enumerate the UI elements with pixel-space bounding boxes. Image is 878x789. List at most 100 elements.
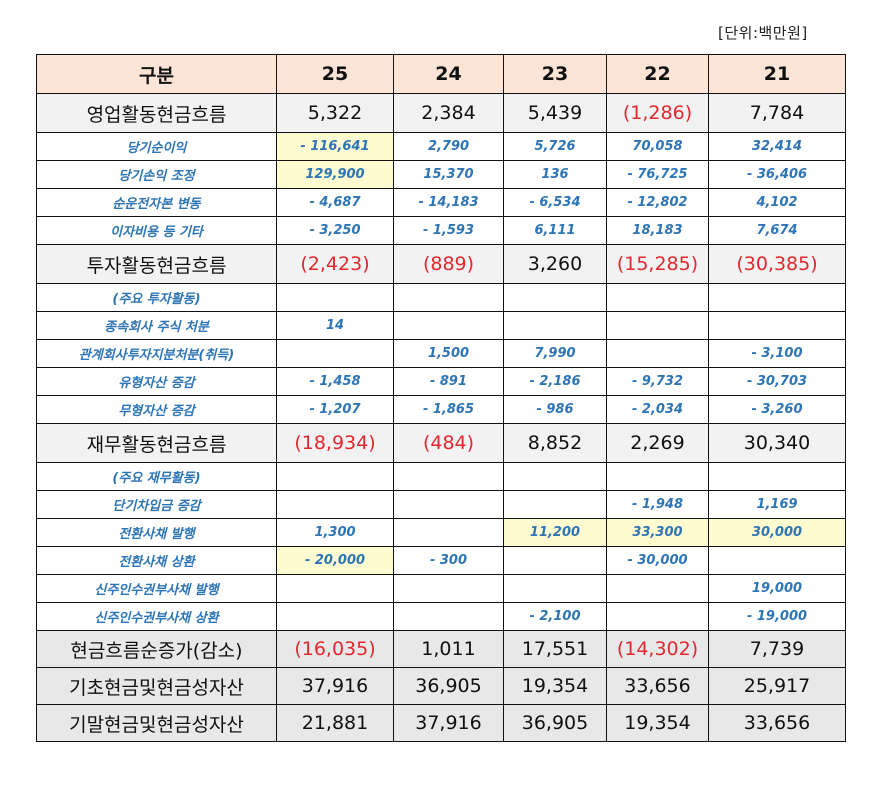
value-cell	[606, 311, 709, 340]
value-cell: 7,739	[708, 630, 846, 668]
value-cell: - 1,458	[276, 367, 394, 396]
value-cell: 8,852	[503, 423, 607, 463]
value-cell: 3,260	[503, 244, 607, 284]
value-cell: (2,423)	[276, 244, 394, 284]
value-cell: - 116,641	[276, 132, 394, 161]
value-cell	[393, 490, 504, 519]
value-cell: - 1,593	[393, 216, 504, 245]
value-cell: - 300	[393, 546, 504, 575]
value-cell: 7,990	[503, 339, 607, 368]
value-cell: - 2,100	[503, 602, 607, 631]
value-cell: - 2,034	[606, 395, 709, 424]
value-cell: 18,183	[606, 216, 709, 245]
value-cell: 17,551	[503, 630, 607, 668]
value-cell: - 36,406	[708, 160, 846, 189]
value-cell: 25,917	[708, 667, 846, 705]
value-cell: 2,269	[606, 423, 709, 463]
table-subrow: 당기순이익 - 116,641 2,790 5,726 70,058 32,414	[36, 132, 846, 161]
value-cell	[503, 574, 607, 603]
value-cell: 15,370	[393, 160, 504, 189]
value-cell: - 986	[503, 395, 607, 424]
value-cell	[393, 574, 504, 603]
value-cell: 36,905	[393, 667, 504, 705]
value-cell	[708, 311, 846, 340]
value-cell: 33,300	[606, 518, 709, 547]
unit-label: [단위:백만원]	[718, 24, 808, 42]
table-subrow: 단기차입금 증감 - 1,948 1,169	[36, 490, 846, 519]
row-label: 전환사채 발행	[36, 518, 277, 547]
header-year-25: 25	[276, 54, 394, 94]
header-row: 구분 25 24 23 22 21	[36, 54, 846, 94]
value-cell: 11,200	[503, 518, 607, 547]
table-subrow: 신주인수권부사채 발행 19,000	[36, 574, 846, 603]
value-cell: 7,674	[708, 216, 846, 245]
row-label: 신주인수권부사채 발행	[36, 574, 277, 603]
table-subrow: 전환사채 발행 1,300 11,200 33,300 30,000	[36, 518, 846, 547]
row-label: 영업활동현금흐름	[36, 93, 277, 133]
value-cell: - 4,687	[276, 188, 394, 217]
value-cell: 30,340	[708, 423, 846, 463]
row-label: 현금흐름순증가(감소)	[36, 630, 277, 668]
table-subrow: 종속회사 주식 처분 14	[36, 311, 846, 340]
value-cell	[393, 283, 504, 312]
value-cell: 2,790	[393, 132, 504, 161]
value-cell	[393, 518, 504, 547]
value-cell: (14,302)	[606, 630, 709, 668]
value-cell: (1,286)	[606, 93, 709, 133]
table-row: 현금흐름순증가(감소) (16,035) 1,011 17,551 (14,302) 7,…	[36, 630, 846, 668]
value-cell: - 1,948	[606, 490, 709, 519]
row-label: 단기차입금 증감	[36, 490, 277, 519]
value-cell: 36,905	[503, 704, 607, 742]
value-cell	[708, 546, 846, 575]
value-cell	[606, 574, 709, 603]
value-cell: (30,385)	[708, 244, 846, 284]
value-cell	[276, 602, 394, 631]
value-cell: 1,500	[393, 339, 504, 368]
value-cell: 70,058	[606, 132, 709, 161]
value-cell: - 19,000	[708, 602, 846, 631]
row-label: 신주인수권부사채 상환	[36, 602, 277, 631]
value-cell: - 6,534	[503, 188, 607, 217]
value-cell: 37,916	[276, 667, 394, 705]
value-cell	[708, 462, 846, 491]
value-cell: 5,322	[276, 93, 394, 133]
value-cell	[276, 574, 394, 603]
value-cell: - 20,000	[276, 546, 394, 575]
value-cell	[503, 311, 607, 340]
value-cell: - 2,186	[503, 367, 607, 396]
value-cell: 19,354	[503, 667, 607, 705]
value-cell: 136	[503, 160, 607, 189]
value-cell: - 3,250	[276, 216, 394, 245]
value-cell	[276, 283, 394, 312]
row-label: 재무활동현금흐름	[36, 423, 277, 463]
header-year-22: 22	[606, 54, 709, 94]
value-cell: - 12,802	[606, 188, 709, 217]
table-row: 재무활동현금흐름 (18,934) (484) 8,852 2,269 30,340	[36, 423, 846, 463]
value-cell: (484)	[393, 423, 504, 463]
row-label: 무형자산 증감	[36, 395, 277, 424]
header-year-23: 23	[503, 54, 607, 94]
table-row: 기초현금및현금성자산 37,916 36,905 19,354 33,656 25,917	[36, 667, 846, 705]
value-cell: - 1,207	[276, 395, 394, 424]
value-cell	[503, 462, 607, 491]
value-cell	[393, 602, 504, 631]
value-cell	[393, 311, 504, 340]
value-cell	[276, 490, 394, 519]
value-cell: - 14,183	[393, 188, 504, 217]
value-cell: 30,000	[708, 518, 846, 547]
row-label: 관계회사투자지분처분(취득)	[36, 339, 277, 368]
value-cell: - 3,260	[708, 395, 846, 424]
header-category: 구분	[36, 54, 277, 94]
table-subrow: 신주인수권부사채 상환 - 2,100 - 19,000	[36, 602, 846, 631]
value-cell: 129,900	[276, 160, 394, 189]
value-cell	[503, 546, 607, 575]
table-subrow: (주요 재무활동)	[36, 462, 846, 491]
value-cell: 4,102	[708, 188, 846, 217]
value-cell: 14	[276, 311, 394, 340]
value-cell	[503, 283, 607, 312]
value-cell: 1,011	[393, 630, 504, 668]
table-row: 기말현금및현금성자산 21,881 37,916 36,905 19,354 33,656	[36, 704, 846, 742]
row-label: 당기순이익	[36, 132, 277, 161]
row-label: 기말현금및현금성자산	[36, 704, 277, 742]
table-row: 투자활동현금흐름 (2,423) (889) 3,260 (15,285) (30,385…	[36, 244, 846, 284]
